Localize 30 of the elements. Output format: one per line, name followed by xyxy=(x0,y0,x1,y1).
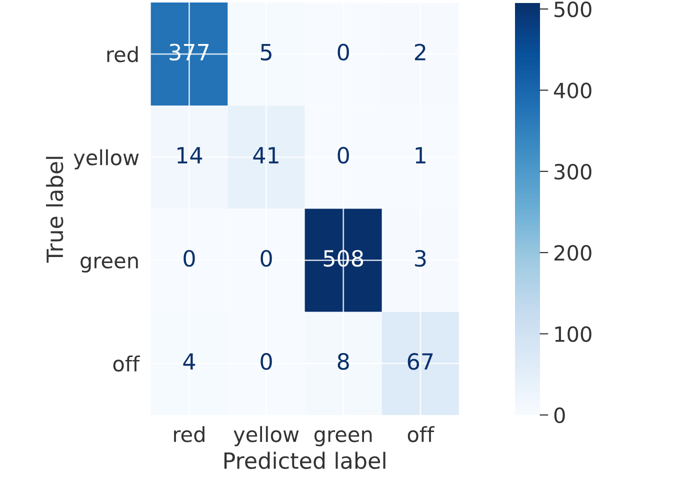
color-bar-label: 300 xyxy=(554,164,592,180)
data-label: 41 xyxy=(253,147,278,164)
data-label: 14 xyxy=(178,147,202,164)
y-tick-label: green xyxy=(80,256,138,273)
data-label: 67 xyxy=(408,353,433,370)
color-bar-label: 200 xyxy=(554,245,592,261)
x-tick-label: off xyxy=(408,426,435,442)
data-label: 4 xyxy=(183,353,196,370)
x-axis-title: Predicted label xyxy=(224,452,386,470)
color-bar-label: 0 xyxy=(554,407,565,424)
data-label: 0 xyxy=(338,44,349,61)
data-label: 0 xyxy=(338,146,349,164)
x-tick-label: green xyxy=(314,430,372,446)
color-bar-label: 400 xyxy=(554,82,592,98)
data-label: 0 xyxy=(260,353,272,370)
color-bar-label: 100 xyxy=(555,326,592,342)
data-label: 0 xyxy=(260,250,272,267)
x-tick-label: red xyxy=(174,426,204,442)
data-label: 3 xyxy=(415,250,426,267)
data-label: 5 xyxy=(260,44,272,61)
y-tick-label: red xyxy=(107,46,138,62)
x-tick-label: yellow xyxy=(234,426,299,446)
data-label: 8 xyxy=(338,353,349,370)
data-label: 1 xyxy=(416,147,426,164)
color-bar-label: 500 xyxy=(554,1,592,18)
data-label: 0 xyxy=(184,250,195,267)
y-tick-label: yellow xyxy=(74,149,139,170)
y-tick-label: off xyxy=(113,356,140,372)
data-label: 2 xyxy=(414,44,426,60)
y-axis-title: True label xyxy=(46,156,64,263)
